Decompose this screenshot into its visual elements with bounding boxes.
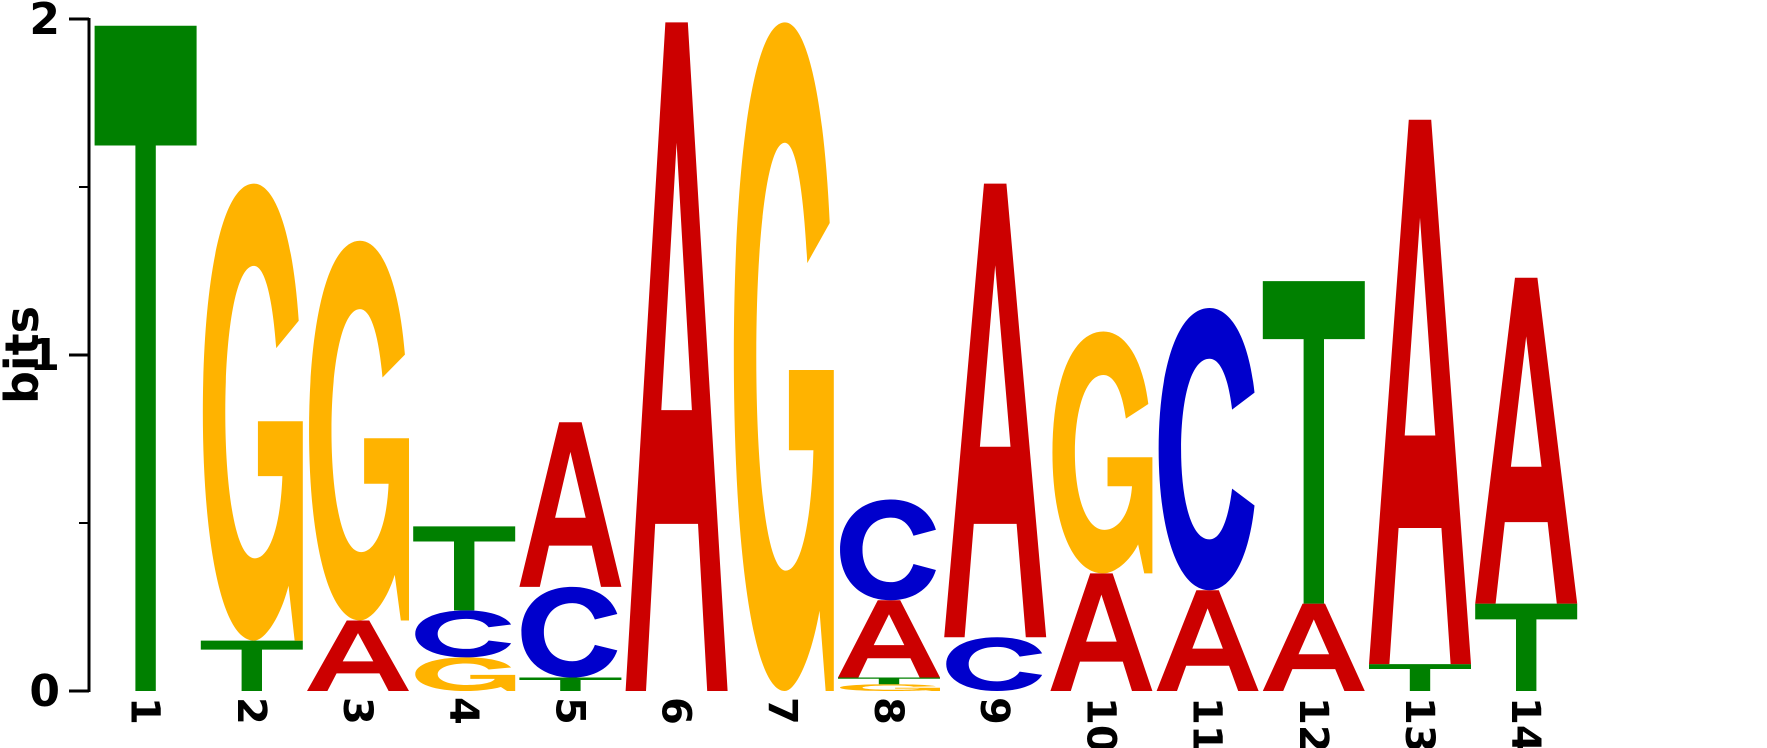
x-tick-label-2: 2 — [228, 697, 274, 725]
x-tick-label-5: 5 — [546, 697, 592, 725]
x-tick-label-3: 3 — [334, 697, 380, 725]
letter-T-pos-12-1 — [1263, 281, 1365, 604]
x-tick-label-13: 13 — [1396, 697, 1442, 748]
letter-T-pos-4-2 — [413, 526, 515, 610]
y-tick-label-2: 2 — [29, 0, 60, 45]
y-axis: 2 1 0 bits — [0, 0, 89, 717]
letter-T-pos-2-0 — [201, 641, 303, 691]
letter-G-pos-4-0 — [415, 657, 515, 691]
y-tick-label-0: 0 — [29, 666, 60, 717]
x-tick-label-9: 9 — [971, 697, 1017, 725]
x-tick-label-12: 12 — [1290, 697, 1336, 748]
x-tick-label-11: 11 — [1184, 697, 1230, 748]
x-axis-labels: 1 2 3 4 5 6 7 8 9 10 11 12 13 14 — [122, 697, 1549, 748]
x-tick-label-14: 14 — [1502, 697, 1548, 748]
x-tick-label-1: 1 — [122, 697, 168, 725]
letter-C-pos-11-1 — [1159, 308, 1255, 590]
letter-G-pos-7-0 — [734, 22, 834, 691]
letter-A-pos-8-2 — [838, 600, 940, 677]
letter-A-pos-6-0 — [626, 22, 728, 691]
letter-G-pos-3-1 — [309, 241, 409, 621]
letter-C-pos-8-3 — [840, 499, 936, 600]
letter-G-pos-2-1 — [203, 184, 303, 641]
letter-T-pos-8-1 — [838, 678, 940, 685]
letter-A-pos-12-0 — [1263, 604, 1365, 691]
letter-G-pos-8-0 — [840, 684, 940, 691]
letter-T-pos-13-0 — [1369, 664, 1471, 691]
letter-A-pos-3-0 — [307, 620, 409, 691]
letter-C-pos-9-0 — [946, 637, 1042, 691]
letter-G-pos-10-1 — [1052, 331, 1152, 573]
letter-stacks — [95, 22, 1578, 691]
letter-T-pos-5-0 — [519, 678, 621, 691]
letter-A-pos-10-0 — [1050, 573, 1152, 691]
x-tick-label-4: 4 — [440, 697, 486, 725]
x-tick-label-10: 10 — [1077, 697, 1123, 748]
letter-T-pos-14-0 — [1475, 604, 1577, 691]
letter-A-pos-11-0 — [1157, 590, 1259, 691]
x-tick-label-6: 6 — [653, 697, 699, 725]
y-axis-label: bits — [0, 306, 49, 404]
letter-A-pos-9-1 — [944, 184, 1046, 638]
letter-T-pos-1-0 — [95, 26, 197, 691]
letter-A-pos-14-1 — [1475, 278, 1577, 604]
letter-C-pos-5-1 — [521, 587, 617, 678]
x-tick-label-8: 8 — [865, 697, 911, 725]
letter-A-pos-5-2 — [519, 422, 621, 587]
x-tick-label-7: 7 — [759, 697, 805, 725]
letter-A-pos-13-1 — [1369, 120, 1471, 664]
letter-C-pos-4-1 — [415, 610, 511, 657]
